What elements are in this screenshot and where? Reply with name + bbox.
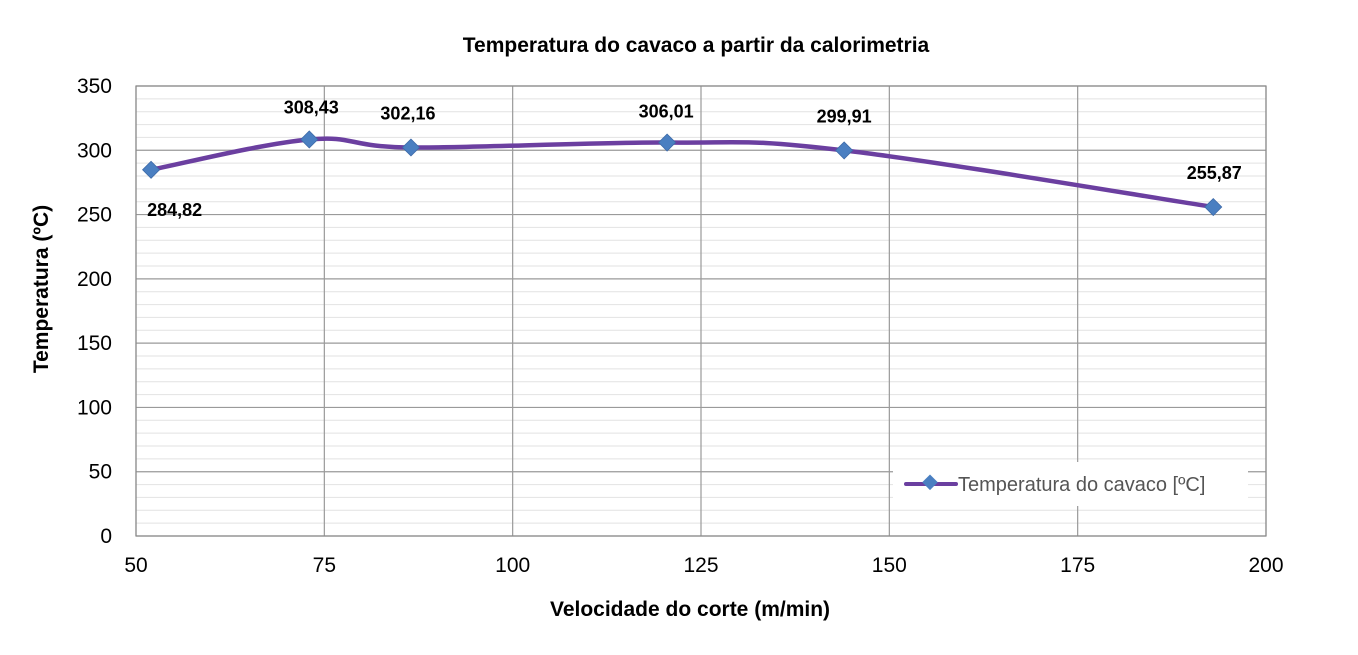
plot-frame [135, 85, 1267, 537]
y-axis-title: Temperatura (ºC) [30, 205, 53, 373]
series-markers [142, 130, 1223, 217]
x-tick-label: 50 [124, 554, 147, 577]
x-axis-title: Velocidade do corte (m/min) [550, 598, 830, 621]
y-tick-label: 200 [77, 268, 112, 291]
x-tick-label: 100 [495, 554, 530, 577]
x-tick-label: 150 [872, 554, 907, 577]
y-tick-label: 100 [77, 396, 112, 419]
data-label: 302,16 [380, 104, 435, 124]
y-tick-label: 350 [77, 75, 112, 98]
x-tick-label: 75 [313, 554, 336, 577]
y-tick-label: 50 [89, 461, 112, 484]
data-label: 299,91 [817, 106, 872, 126]
data-label: 255,87 [1187, 163, 1242, 183]
data-label: 284,82 [147, 200, 202, 220]
data-labels: 284,82 308,43 302,16 306,01 299,91 255,87 [147, 97, 1242, 219]
y-axis-ticks: 0 50 100 150 200 250 300 350 [77, 75, 112, 548]
data-label: 306,01 [639, 102, 694, 122]
data-point-marker [401, 138, 421, 157]
y-tick-label: 150 [77, 332, 112, 355]
data-point-marker [1204, 197, 1223, 217]
legend: Temperatura do cavaco [ºC] [893, 462, 1248, 506]
y-tick-label: 300 [77, 139, 112, 162]
data-point-marker [300, 130, 319, 149]
data-point-marker [658, 133, 677, 152]
y-tick-label: 0 [100, 525, 112, 548]
data-label: 308,43 [284, 97, 339, 117]
legend-label: Temperatura do cavaco [ºC] [958, 474, 1205, 496]
x-tick-label: 200 [1248, 554, 1283, 577]
y-tick-label: 250 [77, 204, 112, 227]
x-tick-label: 175 [1060, 554, 1095, 577]
legend-marker-diamond [922, 474, 938, 491]
x-tick-label: 125 [683, 554, 718, 577]
chart-title: Temperatura do cavaco a partir da calori… [463, 34, 930, 57]
data-point-marker [142, 160, 161, 179]
data-point-marker [835, 141, 854, 160]
x-axis-ticks: 50 75 100 125 150 175 200 [124, 554, 1283, 577]
